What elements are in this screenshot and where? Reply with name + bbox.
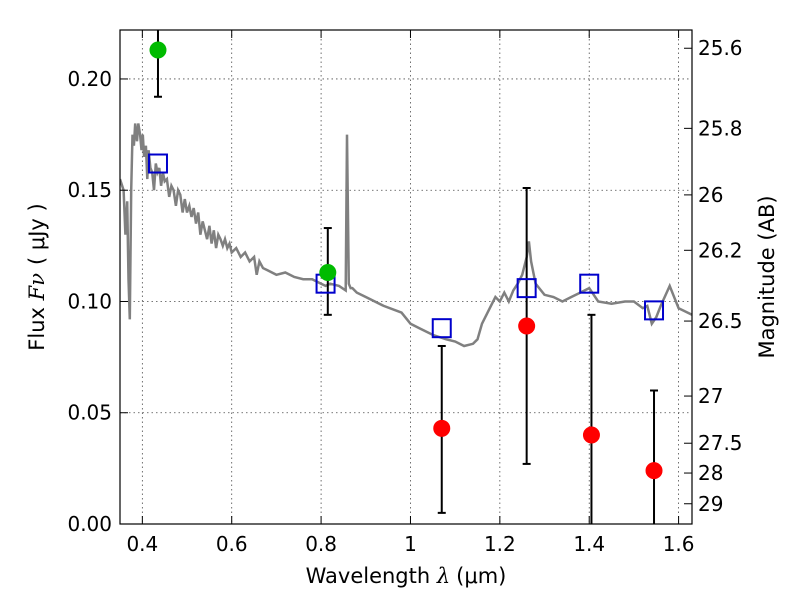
photometry-markers [149, 41, 663, 480]
x-tick-label: 1 [404, 532, 417, 556]
nondetection-point-0 [433, 419, 451, 437]
x-tick-label: 1.4 [573, 532, 605, 556]
y2-tick-label: 26.2 [698, 238, 743, 262]
model-flux-markers [147, 153, 665, 339]
y2-tick-label: 25.8 [698, 116, 743, 140]
detection-point-1 [319, 264, 337, 282]
x-tick-label: 0.8 [305, 532, 337, 556]
nondetection-point-1 [518, 317, 536, 335]
y-axis-title-symbol: Fν [25, 273, 49, 302]
x-tick-label: 1.2 [484, 532, 516, 556]
detection-point-0 [149, 41, 167, 59]
model-flux-square-2 [431, 318, 452, 339]
y-axis-title: Flux Fν ( μJy ) [25, 203, 49, 350]
y2-tick-label: 29 [698, 492, 723, 516]
model-flux-square-5 [644, 300, 665, 321]
plot-frame [119, 29, 693, 525]
model-flux-square-4 [579, 273, 600, 294]
y-tick-label: 0.05 [67, 401, 112, 425]
y2-tick-label: 25.6 [698, 36, 743, 60]
model-spectrum-line [120, 123, 692, 348]
y2-tick-label: 28 [698, 461, 723, 485]
y2-tick-label: 27 [698, 384, 723, 408]
y-tick-label: 0.10 [67, 289, 112, 313]
y2-axis-title: Magnitude (AB) [755, 195, 779, 358]
grid-layer [120, 30, 692, 525]
axis-layer: 0.4 0.6 0.8 1 1.2 1.4 1.6 0.00 0.05 0.10 0.15 0.20 2… [67, 30, 743, 556]
y-axis-title-text: Flux [25, 300, 49, 350]
nondetection-point-3 [645, 462, 663, 480]
y2-tick-label: 26.5 [698, 309, 743, 333]
model-flux-square-3 [516, 278, 537, 299]
y2-tick-label: 26 [698, 183, 723, 207]
y-axis-title-unit: ( μJy ) [25, 203, 49, 265]
y2-tick-label: 27.5 [698, 431, 743, 455]
plot-area [120, 30, 692, 524]
errorbar-layer [153, 30, 659, 524]
x-tick-label: 1.6 [663, 532, 695, 556]
x-axis-title: Wavelength λ (μm) [306, 564, 507, 588]
x-tick-label: 0.4 [126, 532, 158, 556]
x-tick-label: 0.6 [216, 532, 248, 556]
nondetection-point-2 [582, 426, 600, 444]
model-flux-square-0 [147, 153, 168, 174]
y-tick-label: 0.00 [67, 512, 112, 536]
x-axis-title-text: Wavelength [306, 564, 437, 588]
y-tick-label: 0.20 [67, 67, 112, 91]
y-tick-label: 0.15 [67, 178, 112, 202]
x-axis-title-symbol: λ [436, 564, 450, 588]
x-axis-title-unit: (μm) [456, 564, 506, 588]
